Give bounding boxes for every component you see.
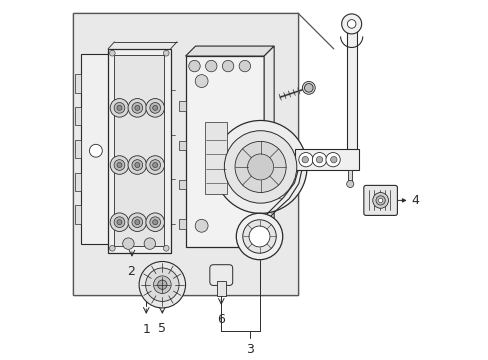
Circle shape bbox=[298, 153, 312, 167]
Circle shape bbox=[135, 105, 140, 111]
Circle shape bbox=[149, 160, 160, 170]
Text: 4: 4 bbox=[411, 194, 419, 207]
Text: 6: 6 bbox=[217, 312, 225, 325]
Circle shape bbox=[117, 162, 122, 167]
Text: 3: 3 bbox=[245, 343, 253, 356]
Circle shape bbox=[239, 60, 250, 72]
Circle shape bbox=[135, 162, 140, 167]
Bar bbox=[185, 56, 264, 247]
Circle shape bbox=[330, 157, 336, 163]
Circle shape bbox=[325, 153, 340, 167]
Circle shape bbox=[153, 276, 171, 293]
Circle shape bbox=[145, 156, 164, 174]
Bar bbox=[81, 54, 111, 244]
Circle shape bbox=[114, 217, 124, 228]
Circle shape bbox=[89, 144, 102, 157]
Circle shape bbox=[152, 162, 157, 167]
Circle shape bbox=[302, 157, 308, 163]
Circle shape bbox=[109, 246, 115, 251]
Circle shape bbox=[110, 99, 128, 117]
Polygon shape bbox=[264, 46, 274, 247]
Circle shape bbox=[163, 246, 169, 251]
Circle shape bbox=[205, 60, 217, 72]
Bar bbox=[75, 107, 81, 125]
Bar bbox=[75, 172, 81, 191]
Circle shape bbox=[114, 160, 124, 170]
Bar bbox=[114, 55, 164, 246]
Circle shape bbox=[346, 20, 355, 28]
Circle shape bbox=[157, 280, 166, 289]
Circle shape bbox=[117, 105, 122, 111]
Circle shape bbox=[117, 220, 122, 225]
Circle shape bbox=[139, 261, 185, 308]
Circle shape bbox=[195, 219, 207, 232]
Bar bbox=[347, 170, 352, 183]
Circle shape bbox=[236, 213, 282, 260]
Bar bbox=[217, 281, 225, 296]
Bar bbox=[346, 29, 357, 168]
Circle shape bbox=[247, 154, 273, 180]
Circle shape bbox=[375, 196, 385, 205]
Bar bbox=[108, 49, 170, 253]
Circle shape bbox=[346, 180, 353, 188]
Circle shape bbox=[145, 99, 164, 117]
Circle shape bbox=[304, 84, 312, 92]
Circle shape bbox=[145, 268, 179, 301]
Bar bbox=[179, 102, 185, 111]
Circle shape bbox=[152, 105, 157, 111]
Bar bbox=[179, 141, 185, 150]
Circle shape bbox=[224, 131, 296, 203]
Bar bbox=[73, 13, 298, 296]
Circle shape bbox=[316, 157, 322, 163]
Bar bbox=[294, 149, 358, 170]
Text: 1: 1 bbox=[142, 323, 150, 336]
Circle shape bbox=[188, 60, 200, 72]
Bar bbox=[179, 219, 185, 229]
Circle shape bbox=[372, 193, 387, 208]
Circle shape bbox=[128, 99, 146, 117]
Circle shape bbox=[128, 156, 146, 174]
Circle shape bbox=[149, 217, 160, 228]
Circle shape bbox=[341, 14, 361, 34]
Circle shape bbox=[132, 160, 142, 170]
Circle shape bbox=[122, 238, 134, 249]
Bar bbox=[205, 122, 226, 194]
Circle shape bbox=[222, 60, 233, 72]
Circle shape bbox=[114, 103, 124, 113]
Bar bbox=[75, 206, 81, 224]
Circle shape bbox=[195, 75, 207, 87]
Circle shape bbox=[152, 220, 157, 225]
Bar bbox=[73, 13, 298, 296]
Circle shape bbox=[235, 141, 285, 193]
Text: 5: 5 bbox=[158, 321, 166, 334]
Circle shape bbox=[144, 238, 155, 249]
FancyBboxPatch shape bbox=[209, 265, 232, 285]
Circle shape bbox=[128, 213, 146, 231]
Circle shape bbox=[149, 103, 160, 113]
FancyBboxPatch shape bbox=[363, 185, 397, 215]
Bar bbox=[75, 140, 81, 158]
Circle shape bbox=[214, 121, 306, 213]
Circle shape bbox=[163, 50, 169, 56]
Polygon shape bbox=[185, 46, 274, 56]
Circle shape bbox=[312, 153, 326, 167]
Bar bbox=[75, 74, 81, 93]
Circle shape bbox=[378, 198, 382, 203]
Circle shape bbox=[132, 217, 142, 228]
Circle shape bbox=[145, 213, 164, 231]
Circle shape bbox=[132, 103, 142, 113]
Circle shape bbox=[242, 220, 276, 253]
Circle shape bbox=[110, 156, 128, 174]
Circle shape bbox=[302, 81, 315, 94]
Text: 2: 2 bbox=[127, 265, 135, 278]
Circle shape bbox=[110, 213, 128, 231]
Circle shape bbox=[109, 50, 115, 56]
Circle shape bbox=[135, 220, 140, 225]
Circle shape bbox=[248, 226, 269, 247]
Bar bbox=[179, 180, 185, 189]
